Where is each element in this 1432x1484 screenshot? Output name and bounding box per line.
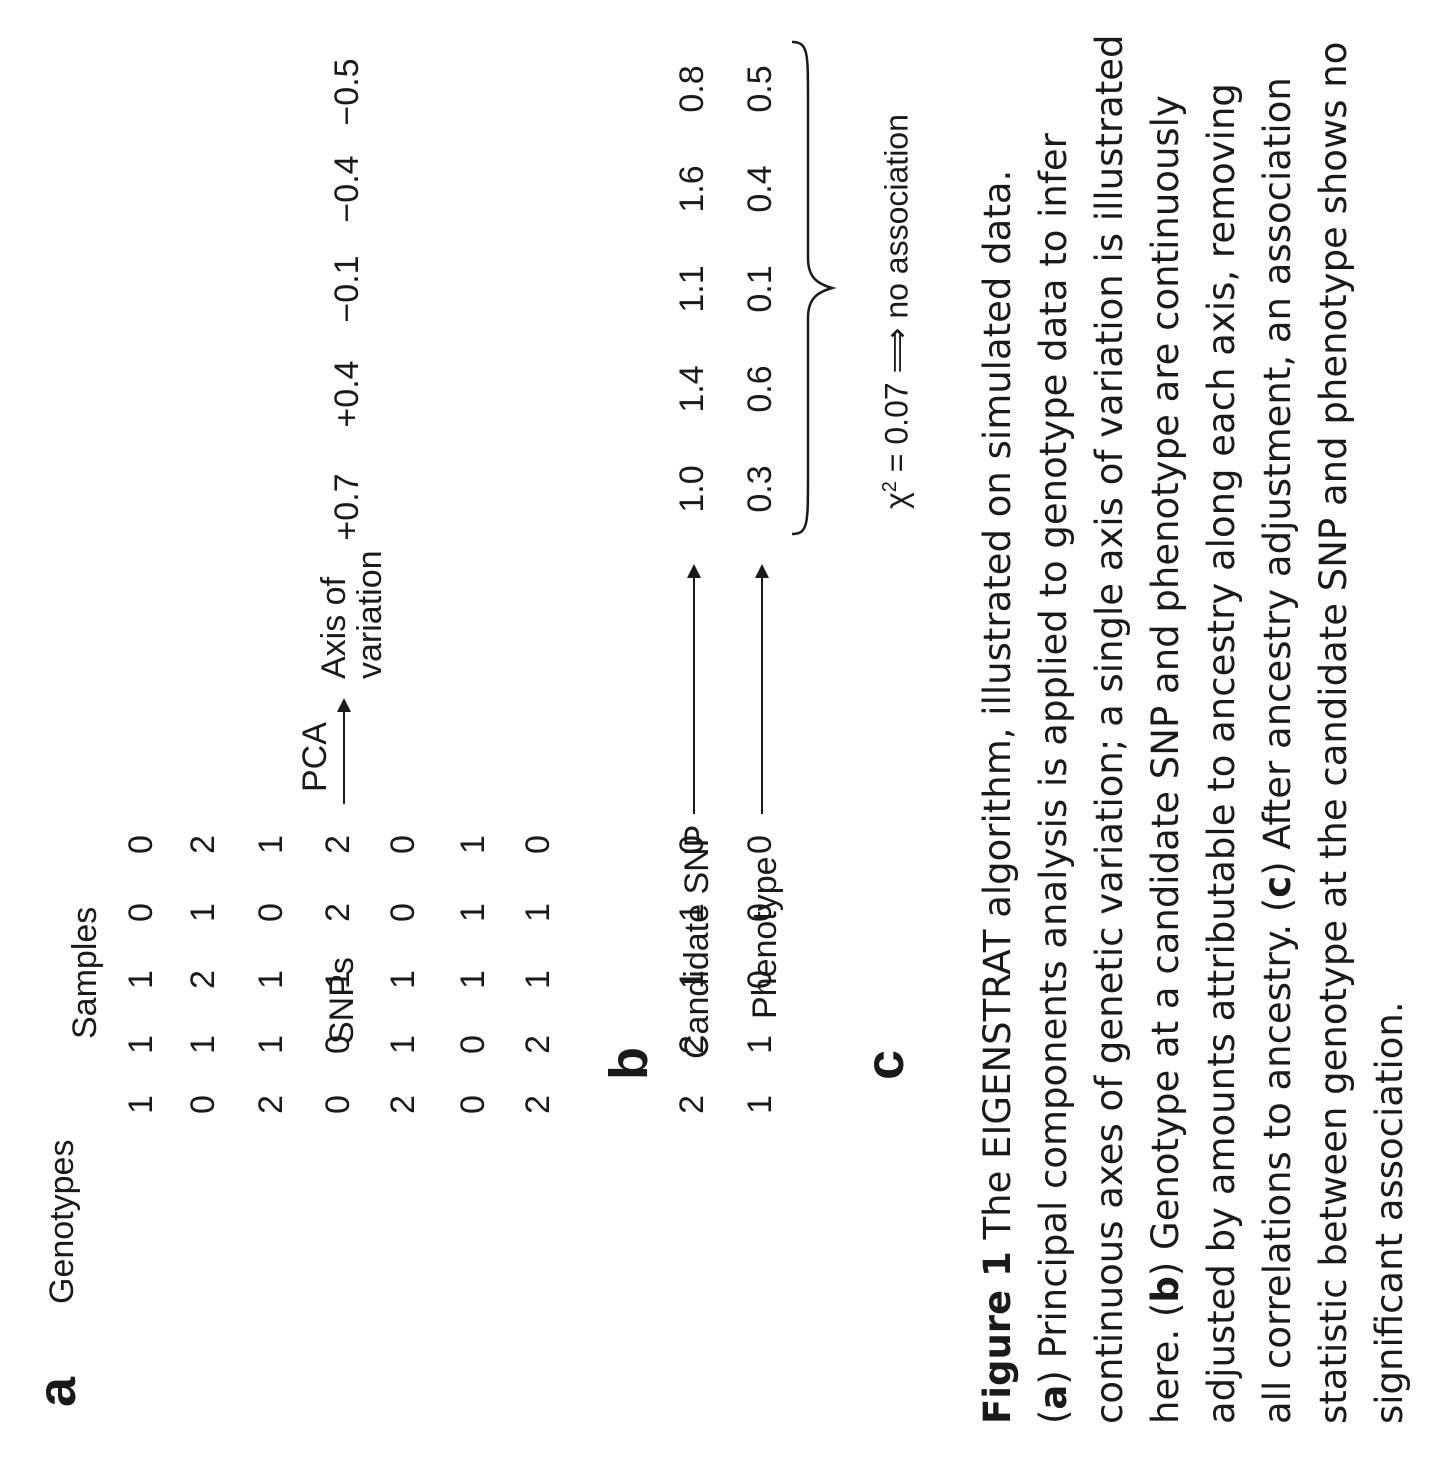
adjusted-phenotype-value: 0.1: [741, 265, 779, 313]
genotypes-title: Genotypes: [43, 1139, 81, 1304]
adjusted-phenotype-value: 0.4: [741, 165, 779, 213]
candidate-value: 2: [673, 1095, 711, 1114]
samples-label: Samples: [66, 906, 104, 1039]
caption-line-2: (a) Principal components analysis is app…: [1032, 133, 1075, 1424]
caption-line-1: Figure 1 The EIGENSTRAT algorithm, illus…: [970, 24, 1026, 1424]
matrix-cell: 0: [319, 1095, 357, 1114]
matrix-cell: 1: [519, 970, 557, 989]
adjusted-candidate-value: 1.6: [673, 165, 711, 213]
caption-text-1: The EIGENSTRAT algorithm, illustrated on…: [976, 169, 1019, 1252]
matrix-cell: 2: [184, 970, 222, 989]
pca-arrow: [343, 700, 345, 804]
chi-result: = 0.07 ⟹ no association: [878, 114, 915, 482]
matrix-cell: 2: [252, 1095, 290, 1114]
axis-value: −0.5: [328, 58, 366, 126]
axis-label: Axis of variation: [315, 550, 389, 679]
adjusted-candidate-value: 1.1: [673, 265, 711, 313]
caption-line-7: statistic between genotype at the candid…: [1312, 41, 1355, 1424]
matrix-cell: 1: [454, 970, 492, 989]
caption-tag-c: c: [1256, 875, 1299, 898]
caption-text-6b: ) After ancestry adjustment, an associat…: [1256, 77, 1299, 876]
candidate-value: 0: [673, 835, 711, 854]
caption-tag-b: b: [1144, 1276, 1187, 1303]
axis-label-line1: Axis of: [315, 576, 353, 679]
adjusted-phenotype-value: 0.5: [741, 65, 779, 113]
matrix-cell: 0: [454, 1095, 492, 1114]
matrix-cell: 0: [519, 835, 557, 854]
caption-text-6a: all correlations to ancestry. (: [1256, 897, 1299, 1424]
matrix-cell: 1: [319, 970, 357, 989]
matrix-cell: 1: [519, 903, 557, 922]
caption-line-8: significant association.: [1368, 1001, 1411, 1424]
matrix-cell: 2: [519, 1035, 557, 1054]
matrix-cell: 1: [122, 1095, 160, 1114]
chi-symbol: χ: [878, 492, 915, 509]
candidate-arrow: [693, 566, 695, 814]
matrix-cell: 1: [384, 970, 422, 989]
figure-label: Figure 1: [976, 1251, 1019, 1424]
phenotype-label: Phenotype: [746, 856, 784, 1019]
matrix-cell: 1: [122, 1035, 160, 1054]
adjusted-candidate-value: 1.4: [673, 365, 711, 413]
matrix-cell: 2: [319, 835, 357, 854]
phenotype-value: 0: [741, 903, 779, 922]
matrix-cell: 1: [252, 1035, 290, 1054]
matrix-cell: 2: [319, 903, 357, 922]
matrix-cell: 0: [184, 1095, 222, 1114]
matrix-cell: 0: [384, 835, 422, 854]
adjusted-phenotype-value: 0.6: [741, 365, 779, 413]
axis-label-line2: variation: [351, 550, 389, 679]
matrix-cell: 1: [252, 970, 290, 989]
adjusted-candidate-value: 0.8: [673, 65, 711, 113]
matrix-cell: 2: [384, 1095, 422, 1114]
caption-line-4: here. (b) Genotype at a candidate SNP an…: [1138, 24, 1194, 1424]
phenotype-arrow: [761, 566, 763, 814]
axis-value: +0.4: [328, 360, 366, 428]
axis-value: −0.1: [328, 255, 366, 323]
caption-text-4b: ) Genotype at a candidate SNP and phenot…: [1144, 95, 1187, 1277]
matrix-cell: 0: [122, 835, 160, 854]
axis-value: −0.4: [328, 155, 366, 223]
matrix-cell: 1: [454, 835, 492, 854]
phenotype-value: 0: [741, 835, 779, 854]
chi-statistic: χ2 = 0.07 ⟹ no association: [878, 114, 915, 509]
caption-text-4a: here. (: [1144, 1302, 1187, 1424]
brace: [791, 40, 837, 536]
matrix-cell: 1: [384, 1035, 422, 1054]
matrix-cell: 2: [519, 1095, 557, 1114]
matrix-cell: 0: [319, 1035, 357, 1054]
panel-a-letter: a: [27, 1376, 87, 1407]
phenotype-value: 0: [741, 970, 779, 989]
caption-line-3: continuous axes of genetic variation; a …: [1088, 34, 1131, 1424]
matrix-cell: 0: [122, 903, 160, 922]
axis-value: +0.7: [328, 473, 366, 541]
caption-line-6: all correlations to ancestry. (c) After …: [1250, 24, 1306, 1424]
matrix-cell: 1: [184, 903, 222, 922]
figure-caption: Figure 1 The EIGENSTRAT algorithm, illus…: [970, 24, 1418, 1424]
caption-text-2: Principal components analysis is applied…: [1032, 133, 1075, 1371]
matrix-cell: 1: [252, 835, 290, 854]
panel-b-letter: b: [599, 1047, 659, 1080]
matrix-cell: 1: [184, 1035, 222, 1054]
chi-exponent: 2: [879, 481, 901, 493]
caption-tag-a: a: [1032, 1384, 1075, 1410]
phenotype-value: 1: [741, 1095, 779, 1114]
candidate-snp-label: Candidate SNP: [678, 824, 716, 1059]
matrix-cell: 0: [384, 903, 422, 922]
panel-c-letter: c: [855, 1049, 915, 1080]
matrix-cell: 2: [184, 835, 222, 854]
candidate-value: 1: [673, 970, 711, 989]
candidate-value: 2: [673, 1035, 711, 1054]
matrix-cell: 1: [454, 903, 492, 922]
caption-line-5: adjusted by amounts attributable to ance…: [1200, 83, 1243, 1424]
matrix-cell: 0: [252, 903, 290, 922]
adjusted-candidate-value: 1.0: [673, 465, 711, 513]
phenotype-value: 1: [741, 1035, 779, 1054]
candidate-value: 1: [673, 903, 711, 922]
matrix-cell: 1: [122, 970, 160, 989]
adjusted-phenotype-value: 0.3: [741, 465, 779, 513]
pca-label: PCA: [296, 722, 334, 792]
matrix-cell: 0: [454, 1035, 492, 1054]
